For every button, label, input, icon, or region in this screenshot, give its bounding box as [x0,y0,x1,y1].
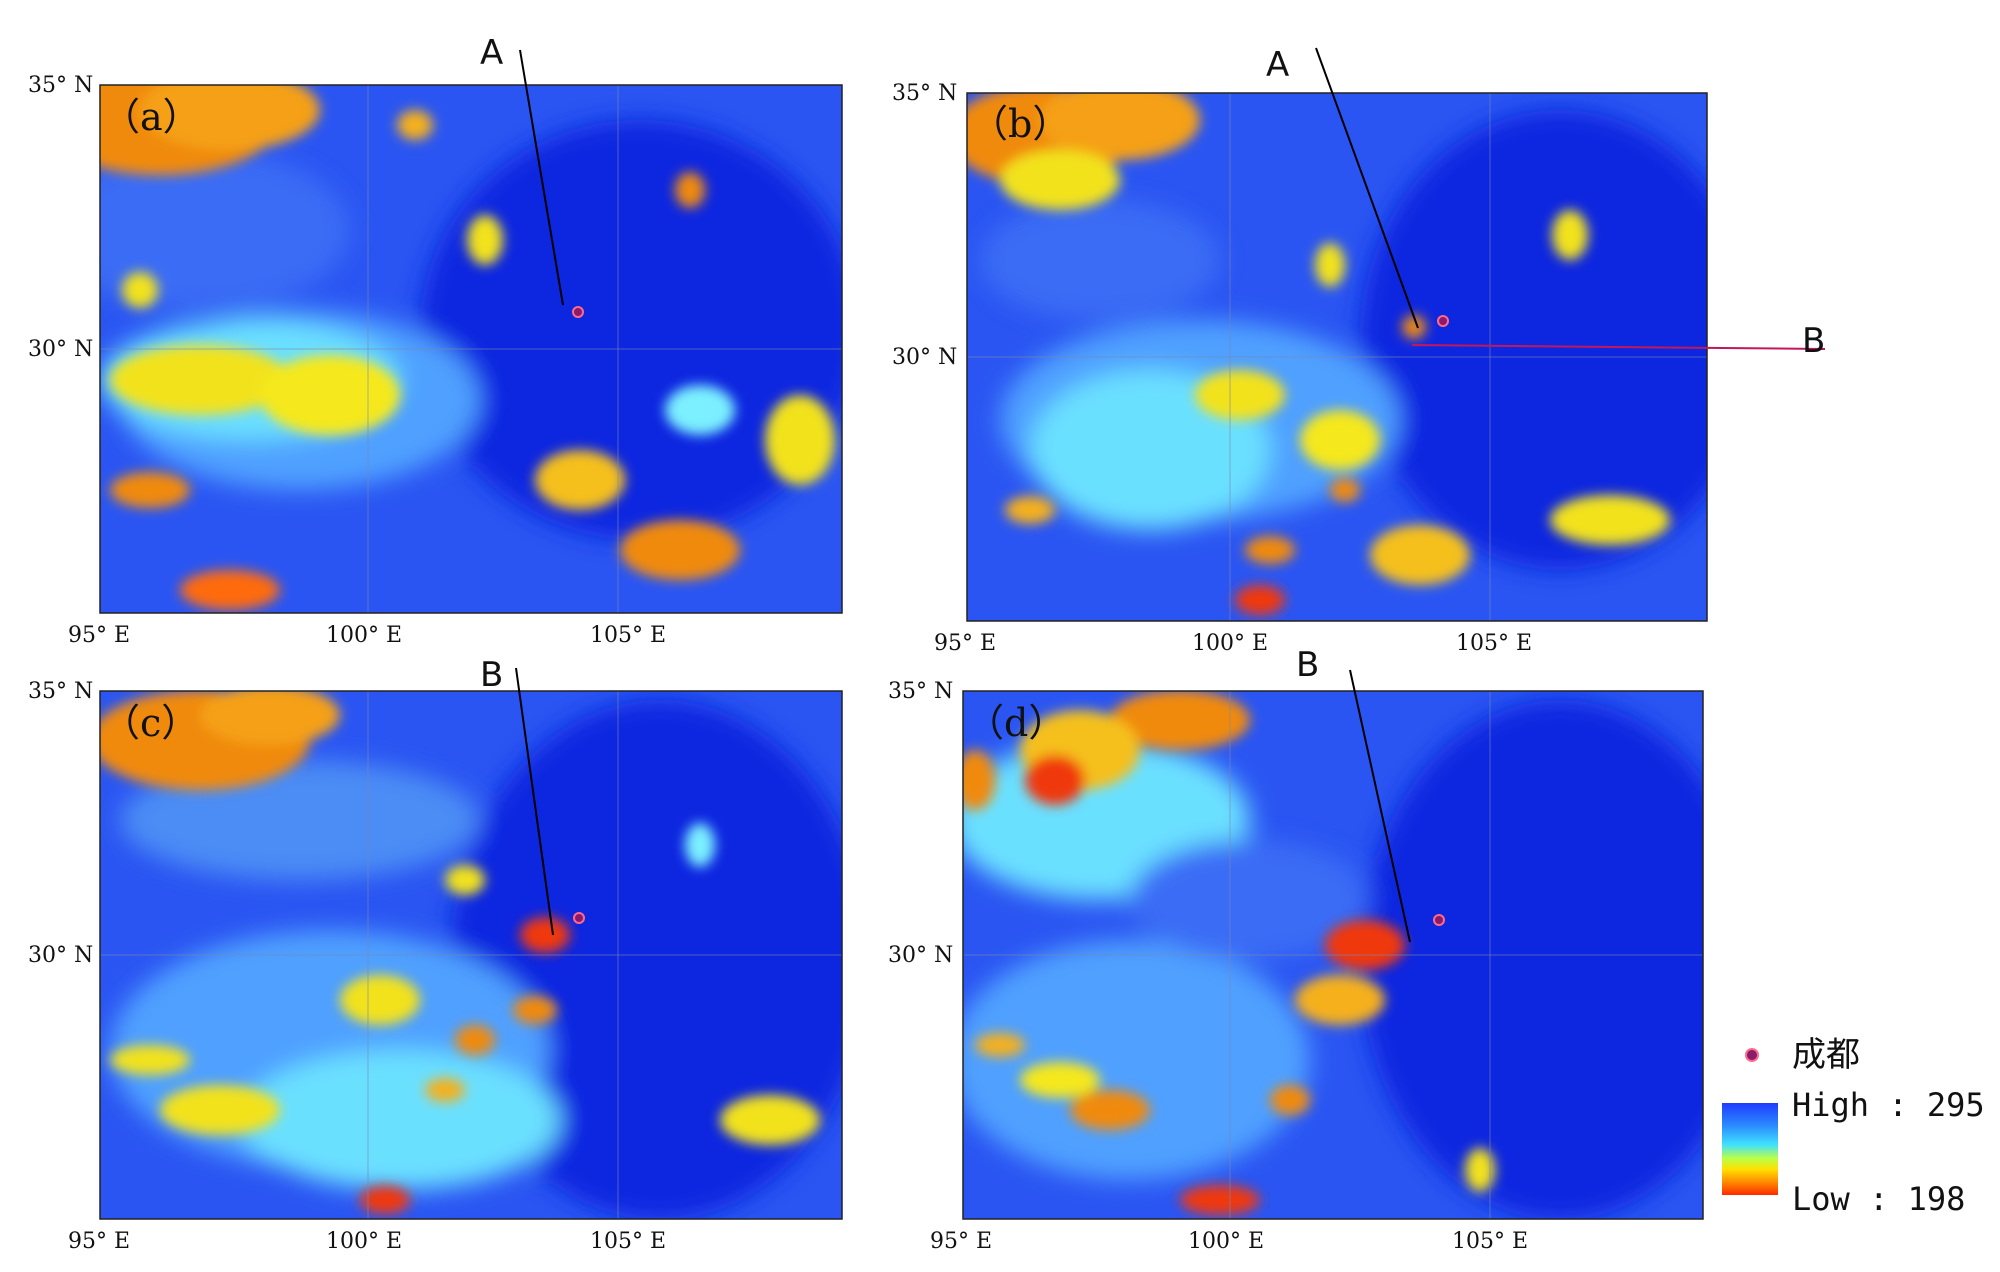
panel-a-lat-35: 35° N [28,73,93,98]
panel-c: （c） 35° N 30° N 95° E 100° E 105° E B [28,655,843,1254]
panel-a-marker-a-line [519,49,564,306]
panel-c-lon-95: 95° E [68,1229,130,1254]
legend-chengdu-dot [1745,1048,1759,1062]
panel-d-lon-105: 105° E [1452,1229,1528,1254]
panel-a-lat-30: 30° N [28,337,93,362]
panel-b-marker-b-label: B [1802,321,1825,361]
panel-c-lon-105: 105° E [590,1229,666,1254]
panel-c-lon-100: 100° E [326,1229,402,1254]
panel-b-lon-105: 105° E [1456,631,1532,656]
panel-a-lon-95: 95° E [68,623,130,648]
panel-a: （a） 35° N 30° N 95° E 100° E 105° E A [28,33,843,648]
panel-d: （d） 35° N 30° N 95° E 100° E 105° E B [888,645,1704,1254]
panel-b-chengdu-dot [1437,315,1449,327]
panel-c-marker-b-label: B [480,655,503,695]
panel-d-lat-30: 30° N [888,943,953,968]
panel-b-lat-35: 35° N [892,81,957,106]
panel-c-chengdu-dot [573,912,585,924]
panel-d-lon-95: 95° E [930,1229,992,1254]
panel-d-label: （d） [966,701,1066,745]
panel-c-label: （c） [102,701,199,745]
panel-a-chengdu-dot [572,306,584,318]
panel-a-label: （a） [102,95,201,139]
panel-d-lon-100: 100° E [1188,1229,1264,1254]
panel-b-marker-a-line [1315,47,1419,329]
panel-d-marker-b-label: B [1296,645,1319,685]
panel-d-lat-35: 35° N [888,679,953,704]
panel-a-image [100,85,842,613]
panel-c-lat-35: 35° N [28,679,93,704]
panel-b-marker-b-line [1411,344,1826,350]
legend: 成都 High : 295 Low : 198 [1722,1035,1985,1218]
panel-a-lon-105: 105° E [590,623,666,648]
panel-d-marker-b-line [1349,669,1411,943]
legend-city-label: 成都 [1792,1035,1860,1075]
panel-b-label: （b） [970,102,1070,146]
panel-b-lat-30: 30° N [892,345,957,370]
panel-a-marker-a-label: A [480,33,503,73]
panel-c-marker-b-line [515,667,554,936]
panel-b-lon-95: 95° E [934,631,996,656]
panel-b-marker-a-label: A [1266,45,1289,85]
legend-low-label: Low : 198 [1792,1180,1965,1218]
panel-b-lon-100: 100° E [1192,631,1268,656]
legend-color-ramp [1722,1103,1778,1195]
panel-b: （b） 35° N 30° N 95° E 100° E 105° E A B [892,45,1825,656]
panel-d-image [963,691,1703,1219]
panel-b-image [967,93,1707,621]
panel-c-image [100,691,842,1219]
panel-c-lat-30: 30° N [28,943,93,968]
legend-high-label: High : 295 [1792,1086,1985,1124]
panel-d-chengdu-dot [1433,914,1445,926]
panel-a-lon-100: 100° E [326,623,402,648]
